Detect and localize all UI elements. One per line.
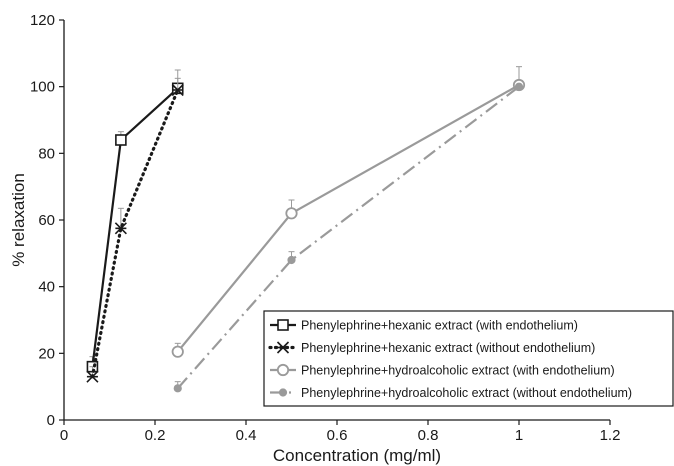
legend-swatch-marker [276,341,290,354]
data-point [86,370,99,383]
legend-box [263,310,674,407]
series [86,66,526,393]
x-tick-label: 0 [60,427,68,444]
x-tick-label: 0.8 [418,427,439,444]
data-point [173,384,182,393]
data-point [287,255,296,265]
series-line [90,88,180,379]
legend-entry: Phenylephrine+hexanic extract (with endo… [270,319,578,333]
y-tick-label: 80 [38,145,55,162]
legend-label: Phenylephrine+hydroalcoholic extract (wi… [301,386,632,400]
legend-swatch-marker [277,319,289,331]
legend-label: Phenylephrine+hexanic extract (with endo… [301,319,578,333]
legend-entry: Phenylephrine+hydroalcoholic extract (wi… [270,386,632,400]
y-tick-label: 100 [30,79,55,96]
series-line [91,87,179,367]
data-point [285,207,298,220]
legend: Phenylephrine+hexanic extract (with endo… [263,310,674,407]
data-point [114,222,127,235]
legend-entry: Phenylephrine+hexanic extract (without e… [268,341,595,355]
data-point [514,82,524,91]
series-4 [173,82,524,393]
legend-swatch-marker [276,363,290,377]
y-axis-label: % relaxation [9,173,28,267]
legend-label: Phenylephrine+hydroalcoholic extract (wi… [301,364,615,378]
y-tick-label: 40 [38,279,55,296]
data-point [171,83,184,97]
data-point [115,134,127,146]
y-tick-label: 60 [38,212,55,229]
x-tick-label: 0.2 [145,427,166,444]
series-line [176,85,520,390]
data-point [171,345,184,358]
x-tick-label: 0.6 [327,427,348,444]
x-tick-label: 1 [515,427,523,444]
y-tick-label: 120 [30,12,55,29]
x-tick-label: 0.4 [236,427,257,444]
ticks: 0 20 40 60 80 100 120 0 0.2 0.4 0.6 0.8 1 1.2 [30,12,620,444]
legend-swatch-marker [278,388,288,397]
legend-label: Phenylephrine+hexanic extract (without e… [301,341,595,355]
x-tick-label: 1.2 [600,427,621,444]
series-2 [86,69,184,383]
y-tick-label: 0 [47,412,55,429]
y-tick-label: 20 [38,345,55,362]
x-axis-label: Concentration (mg/ml) [273,446,441,465]
legend-entry: Phenylephrine+hydroalcoholic extract (wi… [270,364,615,378]
